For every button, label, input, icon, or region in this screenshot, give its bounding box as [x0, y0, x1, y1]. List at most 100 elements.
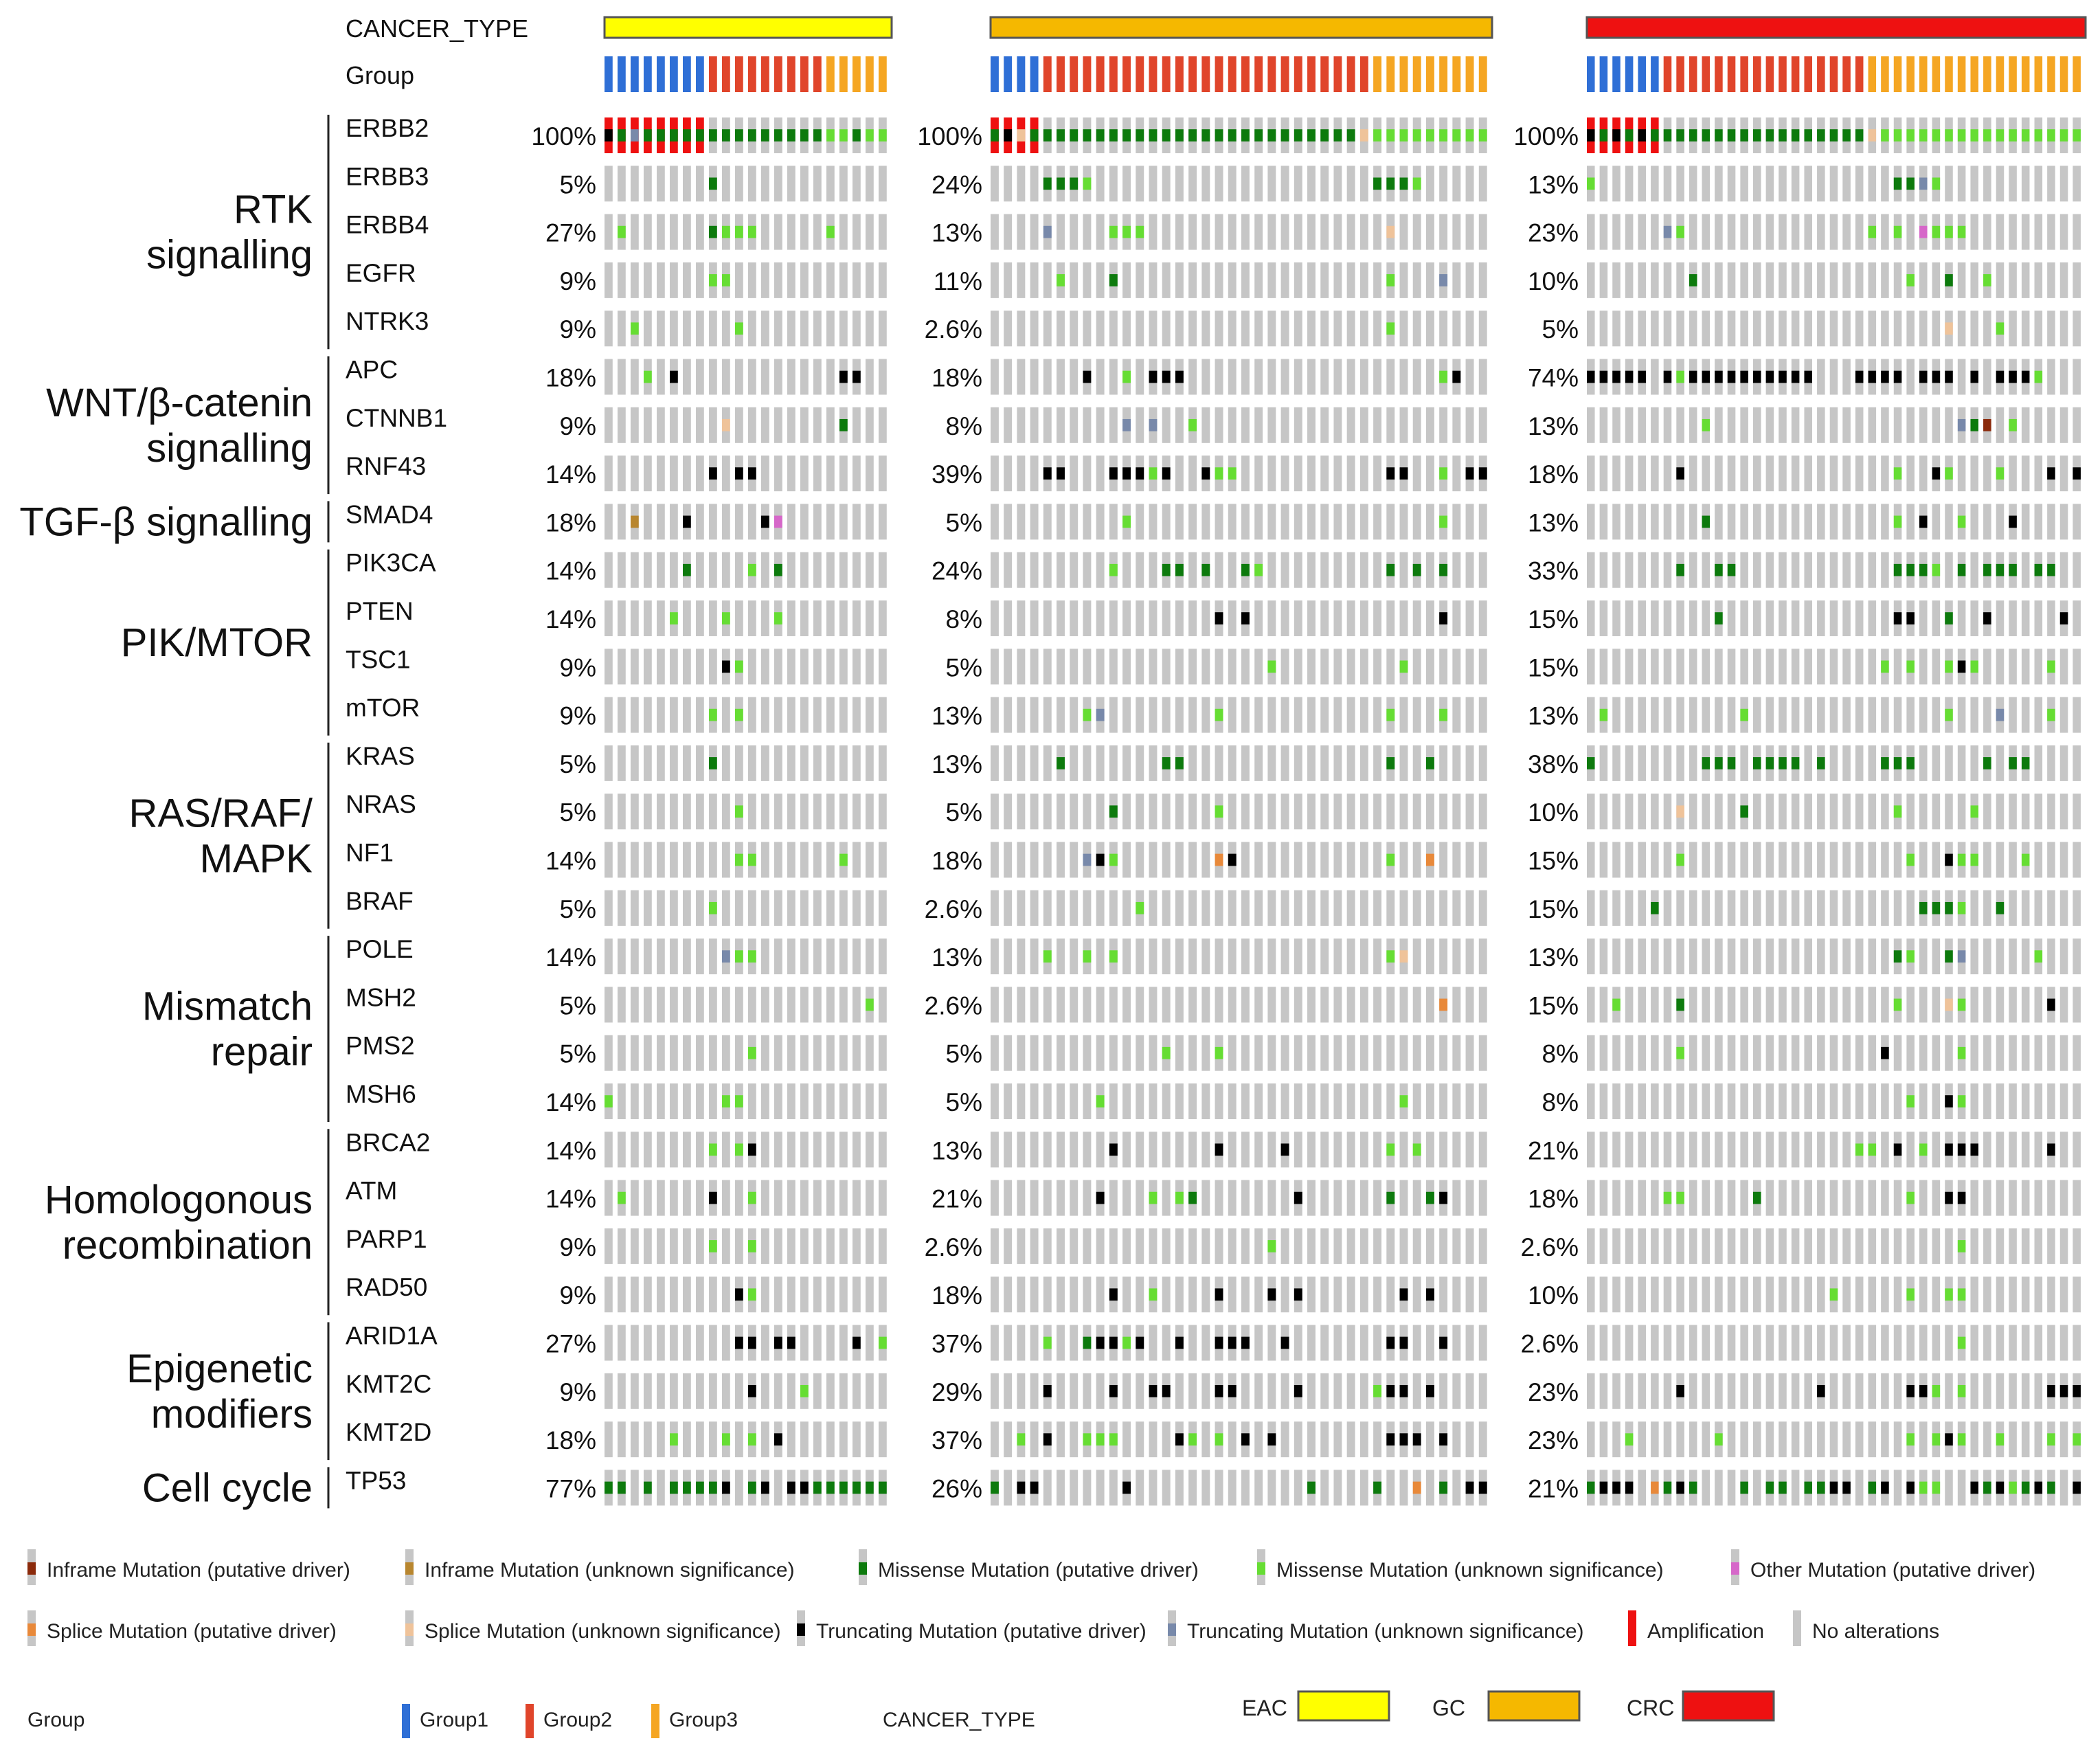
sample-cell — [1829, 649, 1838, 685]
sample-cell — [1294, 1083, 1302, 1119]
mutation-mark — [748, 1481, 756, 1494]
sample-cell — [1373, 890, 1382, 926]
sample-cell — [1241, 166, 1250, 202]
sample-cell — [1373, 842, 1382, 878]
sample-cell — [2073, 214, 2081, 250]
sample-cell — [1663, 1277, 1672, 1313]
pct-label-arid1a: 2.6% — [1521, 1330, 1579, 1358]
mutation-mark — [787, 1481, 795, 1494]
sample-cell — [2059, 1228, 2068, 1264]
sample-cell — [683, 794, 691, 830]
group-cell — [1425, 56, 1434, 92]
mutation-mark — [735, 950, 743, 963]
sample-cell — [1307, 938, 1316, 975]
sample-cell — [991, 987, 999, 1023]
sample-cell — [1829, 407, 1838, 443]
sample-cell — [1070, 1228, 1079, 1264]
mutation-mark — [1109, 1143, 1118, 1156]
sample-cell — [1612, 1083, 1621, 1119]
sample-cell — [1881, 1083, 1889, 1119]
sample-cell — [866, 649, 874, 685]
mutation-mark — [1996, 901, 2005, 914]
mutation-mark — [709, 1143, 717, 1156]
sample-cell — [787, 214, 795, 250]
sample-cell — [813, 1083, 822, 1119]
sample-cell — [1868, 697, 1877, 733]
mutation-mark — [774, 612, 782, 625]
sample-cell — [1294, 649, 1302, 685]
sample-cell — [1727, 1180, 1736, 1216]
sample-cell — [787, 842, 795, 878]
sample-cell — [800, 890, 809, 926]
sample-cell — [670, 794, 678, 830]
group-cell — [1599, 56, 1608, 92]
sample-cell — [1612, 1228, 1621, 1264]
sample-cell — [1791, 311, 1800, 347]
sample-cell — [839, 166, 848, 202]
sample-cell — [1612, 214, 1621, 250]
sample-cell — [605, 166, 613, 202]
sample-cell — [866, 938, 874, 975]
legend-label: Other Mutation (putative driver) — [1750, 1559, 2035, 1582]
sample-cell — [1320, 1132, 1329, 1168]
sample-cell — [1651, 311, 1659, 347]
sample-cell — [1651, 1228, 1659, 1264]
gene-label-braf: BRAF — [346, 887, 414, 915]
sample-cell — [1109, 649, 1118, 685]
sample-cell — [1109, 504, 1118, 540]
sample-cell — [1083, 214, 1092, 250]
mutation-mark — [735, 805, 743, 818]
sample-cell — [1817, 1277, 1825, 1313]
sample-cell — [1970, 214, 1979, 250]
sample-cell — [1386, 1083, 1395, 1119]
sample-cell — [853, 890, 861, 926]
group-cell — [1919, 56, 1928, 92]
sample-cell — [1702, 1083, 1711, 1119]
sample-cell — [1399, 794, 1408, 830]
sample-cell — [1399, 407, 1408, 443]
mutation-mark — [1109, 274, 1118, 286]
group-cell — [722, 56, 730, 92]
sample-cell — [853, 214, 861, 250]
mutation-mark — [1702, 370, 1711, 383]
sample-cell — [1425, 1325, 1434, 1361]
sample-cell — [1612, 1421, 1621, 1458]
sample-cell — [1188, 214, 1197, 250]
sample-cell — [1804, 1180, 1813, 1216]
sample-cell — [631, 842, 639, 878]
sample-cell — [1452, 987, 1461, 1023]
sample-cell — [644, 552, 652, 588]
sample-cell — [1651, 214, 1659, 250]
mutation-mark — [1957, 1384, 1966, 1397]
sample-cell — [1842, 1373, 1851, 1409]
sample-cell — [991, 359, 999, 395]
sample-cell — [1779, 697, 1787, 733]
mutation-mark — [1228, 467, 1237, 480]
sample-cell — [1625, 1132, 1634, 1168]
sample-cell — [631, 697, 639, 733]
sample-cell — [2047, 1228, 2055, 1264]
sample-cell — [1004, 745, 1013, 781]
sample-cell — [1599, 842, 1608, 878]
sample-cell — [839, 456, 848, 492]
sample-cell — [1122, 1228, 1131, 1264]
sample-cell — [1765, 1228, 1774, 1264]
mutation-mark — [1996, 1481, 2005, 1494]
sample-cell — [1188, 649, 1197, 685]
mutation-mark — [1412, 129, 1421, 142]
pct-label-pole: 13% — [1528, 943, 1579, 971]
mutation-mark — [1439, 998, 1448, 1011]
sample-cell — [826, 262, 835, 298]
sample-cell — [696, 552, 704, 588]
sample-cell — [879, 649, 887, 685]
sample-cell — [1346, 1277, 1355, 1313]
sample-cell — [1030, 407, 1039, 443]
sample-cell — [1881, 987, 1889, 1023]
sample-cell — [2073, 1180, 2081, 1216]
sample-cell — [1676, 649, 1684, 685]
sample-cell — [1333, 214, 1342, 250]
sample-cell — [1373, 504, 1382, 540]
sample-cell — [1320, 1373, 1329, 1409]
mutation-mark — [853, 370, 861, 383]
sample-cell — [1241, 1035, 1250, 1071]
